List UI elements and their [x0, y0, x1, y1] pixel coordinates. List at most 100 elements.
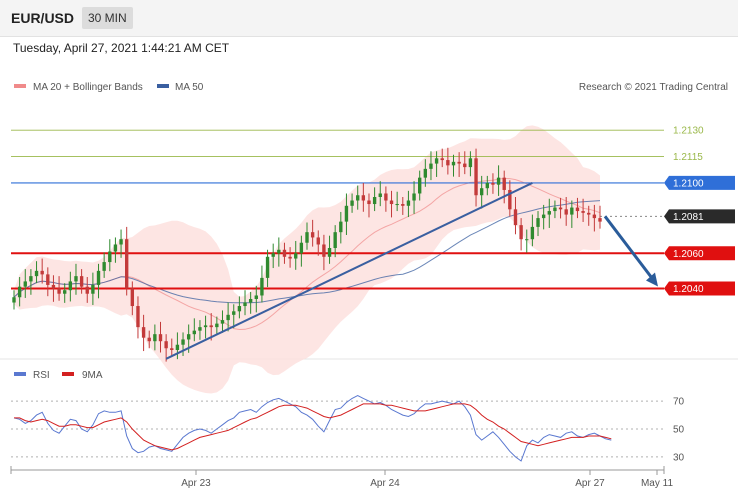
- candle: [423, 159, 428, 187]
- candle-body: [356, 195, 360, 201]
- candle-body: [248, 299, 253, 303]
- candle-body: [288, 256, 292, 259]
- candle-body: [102, 262, 106, 271]
- candle: [412, 181, 416, 214]
- candle: [63, 283, 67, 303]
- candle-body: [271, 253, 275, 257]
- candle: [136, 296, 140, 339]
- candle: [598, 205, 602, 229]
- candle-body: [479, 188, 484, 196]
- candle: [434, 151, 439, 177]
- legend-ma50: MA 50: [157, 82, 204, 93]
- candle-body: [29, 276, 33, 282]
- timeframe-badge[interactable]: 30 MIN: [82, 7, 133, 29]
- candle: [310, 219, 315, 247]
- candle-body: [378, 193, 382, 197]
- candle: [474, 148, 478, 207]
- candle: [51, 275, 56, 302]
- candle-body: [468, 158, 473, 168]
- candle: [119, 229, 123, 258]
- candle-body: [333, 232, 337, 248]
- candle: [96, 263, 101, 299]
- candle-body: [136, 306, 140, 328]
- candle-body: [395, 204, 399, 206]
- price-level-label: 1.2040: [673, 284, 704, 295]
- candle-body: [51, 284, 56, 289]
- candle-body: [463, 163, 467, 168]
- candle: [361, 182, 366, 212]
- candle: [85, 277, 89, 303]
- candle-body: [96, 270, 101, 285]
- candle: [260, 265, 264, 303]
- candle: [322, 234, 326, 271]
- candle-body: [344, 205, 349, 222]
- candle-body: [305, 232, 309, 243]
- candle: [525, 229, 529, 253]
- x-tick-label: Apr 27: [575, 478, 605, 489]
- symbol-title: EUR/USD: [11, 10, 75, 26]
- candle-body: [254, 295, 258, 299]
- candle: [519, 218, 523, 251]
- candle-body: [186, 334, 191, 340]
- legend-swatch-rsi: [14, 372, 26, 376]
- candle: [203, 315, 208, 339]
- candle: [536, 211, 540, 237]
- candle: [530, 214, 535, 247]
- candle-body: [294, 253, 298, 259]
- candle: [46, 267, 50, 297]
- candle-body: [412, 193, 416, 201]
- candle: [592, 204, 597, 232]
- candle: [508, 180, 512, 217]
- rsi-tick-label: 30: [673, 452, 685, 463]
- uptrend-line: [165, 182, 533, 360]
- chart-datetime: Tuesday, April 27, 2021 1:44:21 AM CET: [13, 41, 230, 55]
- candle: [367, 193, 371, 218]
- candle-body: [12, 297, 16, 303]
- candle: [288, 247, 292, 268]
- candles: [12, 147, 602, 362]
- candle: [356, 185, 360, 210]
- candle: [558, 197, 563, 219]
- candle: [553, 200, 557, 219]
- candle: [220, 310, 225, 333]
- candle-body: [164, 341, 168, 349]
- candle-body: [119, 239, 123, 245]
- candle-body: [17, 286, 22, 298]
- candle: [12, 290, 16, 310]
- candle: [153, 324, 157, 351]
- candle-body: [46, 274, 50, 285]
- candle-body: [592, 214, 597, 219]
- candle: [23, 269, 27, 298]
- candle-body: [406, 200, 411, 206]
- candle-body: [108, 251, 112, 263]
- candle-body: [553, 207, 557, 212]
- candle-body: [237, 306, 242, 312]
- candle-body: [508, 189, 512, 210]
- candle-body: [372, 197, 377, 205]
- candle-body: [581, 211, 585, 213]
- candle: [79, 269, 84, 294]
- candle: [29, 269, 33, 295]
- candle-body: [158, 334, 163, 342]
- candle: [243, 290, 247, 316]
- candle-body: [401, 204, 405, 206]
- rsi-tick-label: 50: [673, 425, 685, 436]
- price-level-label: 1.2115: [673, 152, 703, 163]
- candle: [299, 235, 304, 267]
- candle: [485, 175, 489, 196]
- candle-body: [496, 177, 501, 185]
- candle-body: [265, 256, 270, 278]
- legend-9ma: 9MA: [62, 370, 103, 381]
- candle: [102, 252, 106, 278]
- candle-body: [547, 211, 551, 215]
- candle-body: [226, 314, 230, 321]
- candle-body: [23, 281, 27, 287]
- candle: [350, 193, 354, 213]
- candle: [468, 151, 473, 177]
- candle-body: [153, 334, 157, 342]
- candle: [158, 321, 163, 353]
- candle-body: [536, 218, 540, 227]
- candle-body: [175, 344, 180, 350]
- candle-body: [198, 327, 202, 331]
